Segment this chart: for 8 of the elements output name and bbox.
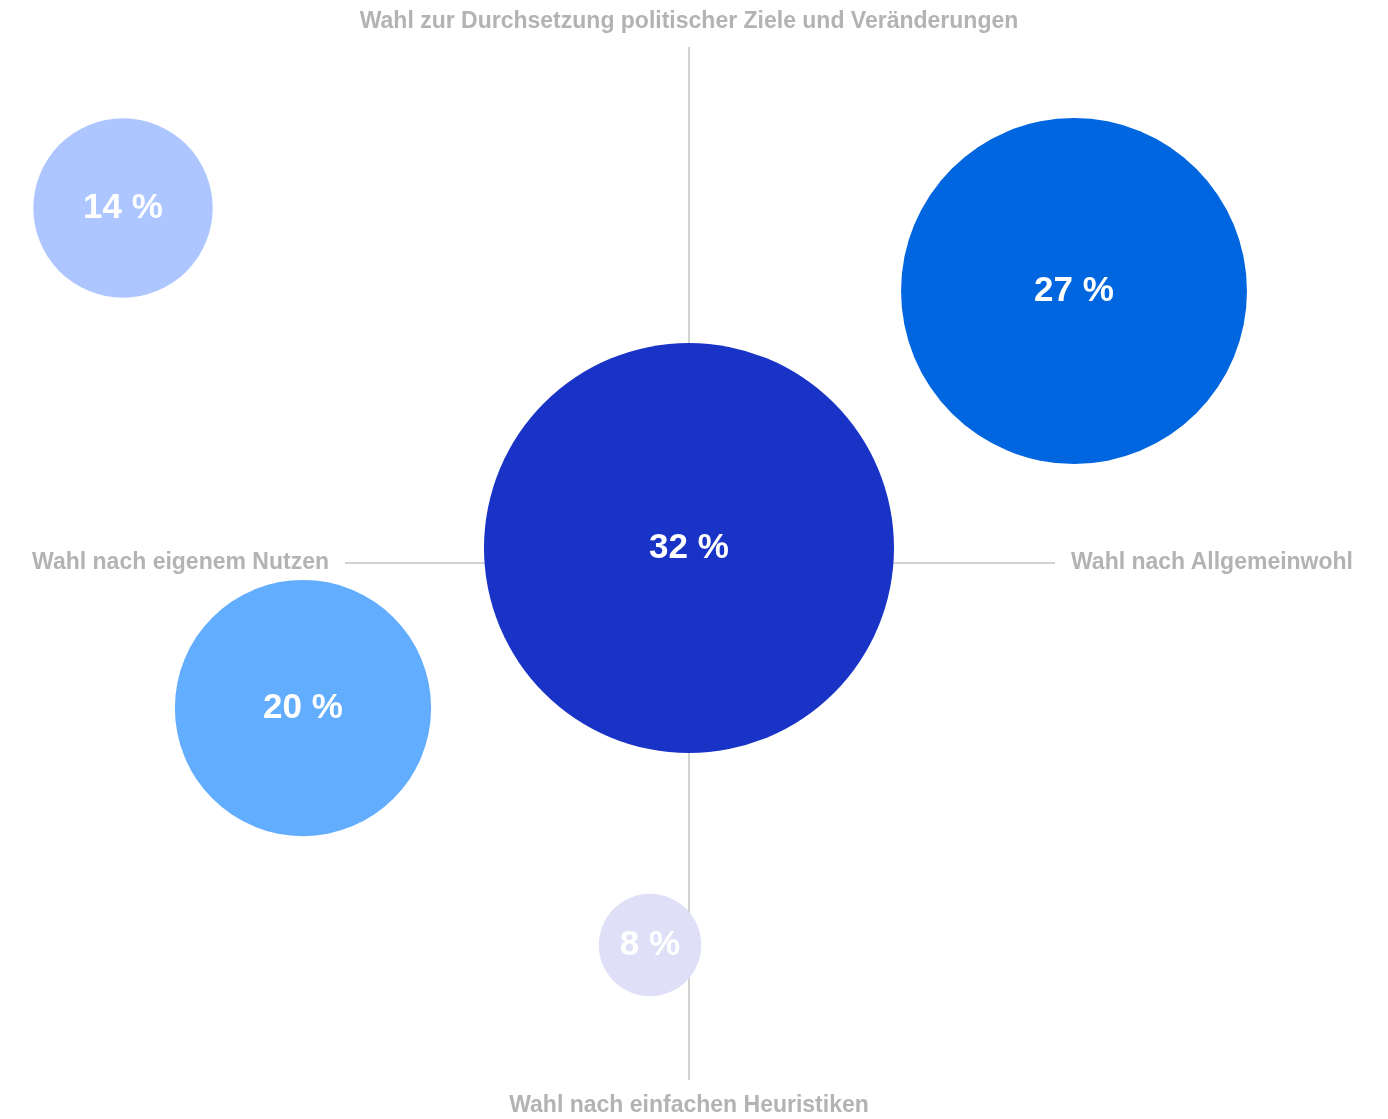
data-label: 20 % bbox=[263, 685, 343, 725]
data-label: 32 % bbox=[649, 525, 729, 565]
text: Wahl nach eigenem Nutzen bbox=[32, 548, 329, 575]
text: Wahl zur Durchsetzung politischer Ziele und Veränderungen bbox=[359, 7, 1019, 34]
text: Wahl nach Allgemeinwohl bbox=[1071, 548, 1353, 575]
data-label: 14 % bbox=[83, 185, 163, 225]
text: Wahl nach einfachen Heuristiken bbox=[509, 1091, 869, 1118]
data-label: 27 % bbox=[1034, 268, 1114, 308]
